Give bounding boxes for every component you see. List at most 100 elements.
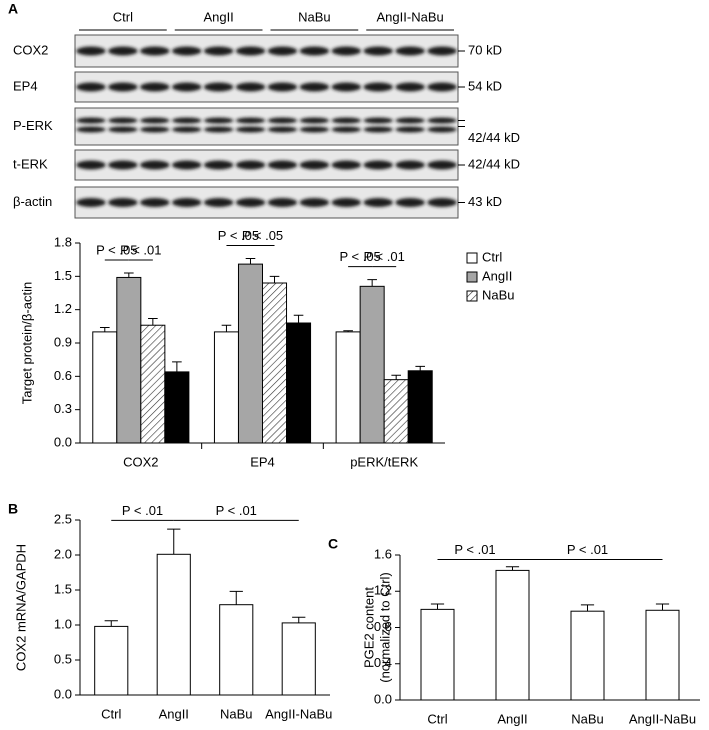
x-tick-label: AngII-NaBu	[265, 706, 332, 721]
y-tick-label: 2.0	[54, 546, 72, 561]
bar	[156, 553, 191, 696]
y-tick-label: 1.8	[54, 234, 72, 249]
bar	[92, 331, 118, 444]
band	[267, 198, 298, 207]
size-label: 42/44 kD	[468, 156, 520, 171]
band	[331, 160, 361, 170]
band	[331, 117, 361, 124]
bar	[262, 282, 288, 444]
error-bar	[343, 330, 353, 332]
error-bar	[655, 603, 670, 611]
band	[267, 160, 298, 170]
band	[235, 160, 266, 170]
band	[427, 198, 457, 207]
legend-label: AngII	[482, 268, 512, 283]
band	[76, 160, 106, 170]
band	[203, 160, 234, 170]
band	[108, 117, 138, 124]
error-bar	[221, 324, 232, 332]
significance-label: P < .01	[567, 542, 608, 557]
bar	[645, 609, 680, 701]
band	[203, 117, 234, 124]
band	[299, 160, 330, 170]
significance-label: P < .05	[218, 228, 259, 243]
band	[76, 198, 106, 207]
x-tick-label: Ctrl	[427, 711, 447, 726]
bar	[237, 263, 264, 444]
y-tick-label: 1.5	[54, 581, 72, 596]
band	[140, 160, 170, 170]
band	[108, 82, 138, 92]
blot-strip	[74, 107, 459, 146]
band	[140, 126, 170, 133]
y-tick-label: 1.2	[54, 301, 72, 316]
band	[427, 82, 457, 92]
y-tick-label: 2.5	[54, 511, 72, 526]
error-bar	[580, 604, 595, 612]
band	[299, 126, 330, 133]
band	[76, 82, 106, 92]
band	[172, 160, 202, 170]
band	[395, 126, 425, 133]
y-tick-label: 0.3	[54, 401, 72, 416]
significance-label: P < .01	[120, 242, 161, 257]
band	[363, 46, 393, 56]
band	[331, 82, 361, 92]
error-bar	[505, 566, 520, 571]
band	[363, 82, 393, 92]
band	[267, 126, 298, 133]
band	[331, 126, 361, 133]
error-bar	[104, 620, 118, 627]
y-tick-label: 0.0	[54, 686, 72, 701]
error-bar	[245, 258, 256, 265]
size-label: 43 kD	[468, 194, 502, 209]
bar	[140, 324, 166, 444]
band	[427, 160, 457, 170]
band	[203, 126, 234, 133]
band	[395, 82, 425, 92]
band	[140, 82, 170, 92]
band	[172, 82, 202, 92]
bar	[335, 331, 361, 444]
band	[235, 82, 266, 92]
band	[76, 117, 106, 124]
band	[363, 198, 393, 207]
band	[140, 117, 170, 124]
y-tick-label: 0.4	[374, 655, 392, 670]
bar	[219, 604, 254, 696]
blot-strip	[74, 34, 459, 68]
group-label: Ctrl	[113, 9, 133, 24]
x-tick-label: AngII-NaBu	[629, 711, 696, 726]
band	[331, 198, 361, 207]
bar	[94, 625, 129, 696]
error-bar	[167, 528, 181, 555]
error-bar	[292, 616, 306, 623]
band	[267, 82, 298, 92]
blot-strip	[74, 186, 459, 219]
error-bar	[124, 272, 134, 278]
y-tick-label: 0.5	[54, 651, 72, 666]
band	[76, 46, 106, 56]
y-tick-label: 1.6	[374, 546, 392, 561]
band	[331, 46, 361, 56]
band	[203, 82, 234, 92]
band	[427, 126, 457, 133]
band	[363, 117, 393, 124]
legend-label: NaBu	[482, 287, 515, 302]
error-bar	[293, 314, 304, 323]
y-tick-label: 0.0	[374, 691, 392, 706]
band	[299, 198, 330, 207]
band	[172, 117, 202, 124]
bar	[281, 622, 316, 696]
group-label: AngII	[203, 9, 233, 24]
error-bar	[229, 590, 243, 605]
x-tick-label: AngII	[159, 706, 189, 721]
band	[172, 198, 202, 207]
significance-label: P < .01	[364, 249, 405, 264]
band	[395, 198, 425, 207]
group-label: AngII-NaBu	[377, 9, 444, 24]
y-axis-label: COX2 mRNA/GAPDH	[13, 544, 28, 671]
x-tick-label: NaBu	[220, 706, 253, 721]
bar	[116, 276, 142, 444]
